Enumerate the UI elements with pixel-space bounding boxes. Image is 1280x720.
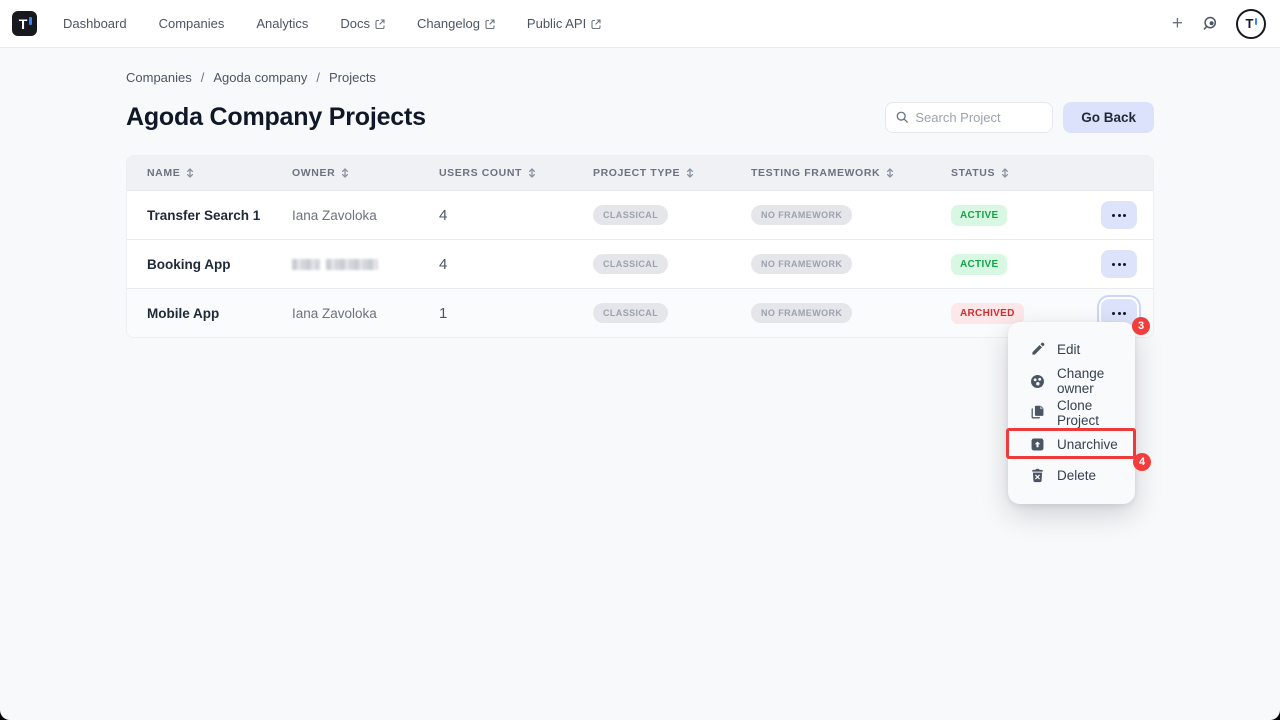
redacted-text: [292, 258, 439, 270]
menu-item-delete[interactable]: Delete: [1008, 460, 1135, 492]
search-box: [885, 101, 1054, 133]
nav-item-dashboard[interactable]: Dashboard: [63, 16, 127, 31]
sort-icon: [528, 168, 536, 178]
add-icon[interactable]: +: [1171, 13, 1183, 34]
menu-item-unarchive[interactable]: Unarchive: [1008, 429, 1135, 461]
nav-item-companies[interactable]: Companies: [158, 16, 225, 31]
app-logo[interactable]: T: [12, 11, 37, 36]
avatar-letter: T: [1245, 16, 1254, 31]
breadcrumb-companies[interactable]: Companies: [126, 70, 192, 85]
nav-item-analytics[interactable]: Analytics: [256, 16, 309, 31]
column-header-users-count[interactable]: Users Count: [439, 167, 593, 179]
sort-icon: [342, 168, 349, 178]
go-back-button[interactable]: Go Back: [1063, 101, 1154, 133]
top-navbar: T Dashboard Companies Analytics Docs Cha…: [0, 0, 1280, 48]
column-header-status[interactable]: Status: [951, 167, 1101, 179]
navbar-actions: + T: [1171, 8, 1266, 39]
avatar-accent: [1254, 17, 1257, 25]
testing-framework-badge: NO FRAMEWORK: [751, 254, 853, 274]
testing-framework-badge: NO FRAMEWORK: [751, 205, 853, 225]
status-badge: ARCHIVED: [951, 302, 1024, 324]
title-actions: Go Back: [885, 101, 1154, 133]
project-type-badge: CLASSICAL: [593, 303, 669, 323]
project-name: Booking App: [147, 256, 231, 272]
nav-item-changelog[interactable]: Changelog: [417, 16, 495, 31]
testing-framework-badge: NO FRAMEWORK: [751, 303, 853, 323]
status-badge: ACTIVE: [951, 204, 1008, 226]
row-actions-button[interactable]: [1101, 201, 1137, 229]
clone-icon: [1031, 405, 1044, 419]
table-row: Booking App 4 CLASSICAL NO FRAMEWORK ACT…: [127, 239, 1153, 288]
menu-item-change-owner[interactable]: Change owner: [1008, 366, 1135, 398]
menu-item-clone-project[interactable]: Clone Project: [1008, 397, 1135, 429]
sort-icon: [1001, 168, 1009, 178]
external-link-icon: [375, 18, 385, 29]
page-title: Agoda Company Projects: [126, 102, 426, 131]
annotation-step-badge-3: 3: [1132, 317, 1150, 335]
status-badge: ACTIVE: [951, 253, 1008, 275]
project-owner: Iana Zavoloka: [292, 305, 377, 321]
quick-search-icon[interactable]: [1201, 15, 1218, 32]
project-name: Transfer Search 1: [147, 207, 261, 223]
search-project-input[interactable]: [915, 109, 1043, 125]
user-avatar[interactable]: T: [1236, 8, 1266, 39]
column-header-testing-framework[interactable]: Testing Framework: [751, 167, 951, 179]
sort-icon: [687, 168, 694, 178]
users-count: 4: [439, 206, 448, 224]
breadcrumb-projects[interactable]: Projects: [328, 70, 376, 85]
users-count: 1: [439, 304, 448, 322]
table-header: Name Owner Users Count Project Type Test…: [127, 156, 1153, 190]
project-owner-redacted: [292, 258, 439, 270]
row-actions-button[interactable]: [1101, 250, 1137, 278]
table-row: Mobile App Iana Zavoloka 1 CLASSICAL NO …: [127, 288, 1153, 337]
project-type-badge: CLASSICAL: [593, 205, 669, 225]
pencil-icon: [1032, 342, 1045, 355]
unarchive-icon: [1031, 438, 1044, 451]
app-logo-letter: T: [18, 15, 28, 32]
page-content: Companies / Agoda company / Projects Ago…: [0, 48, 1280, 338]
trash-icon: [1032, 469, 1043, 483]
column-header-name[interactable]: Name: [147, 167, 292, 179]
column-header-project-type[interactable]: Project Type: [593, 167, 751, 179]
breadcrumb: Companies / Agoda company / Projects: [126, 70, 1154, 85]
change-owner-icon: [1031, 374, 1044, 388]
project-name: Mobile App: [147, 305, 220, 321]
breadcrumb-separator: /: [316, 70, 320, 85]
sort-icon: [187, 168, 194, 178]
nav-item-docs[interactable]: Docs: [340, 16, 385, 31]
breadcrumb-agoda-company[interactable]: Agoda company: [213, 70, 308, 85]
menu-item-edit[interactable]: Edit: [1008, 334, 1135, 366]
search-icon: [896, 111, 909, 123]
external-link-icon: [591, 18, 601, 29]
breadcrumb-separator: /: [200, 70, 205, 85]
external-link-icon: [485, 18, 495, 29]
table-row: Transfer Search 1 Iana Zavoloka 4 CLASSI…: [127, 190, 1153, 239]
column-header-owner[interactable]: Owner: [292, 167, 439, 179]
annotation-step-badge-4: 4: [1133, 453, 1151, 471]
row-actions-menu: Edit Change owner Clone Project Unarchiv…: [1008, 322, 1135, 504]
project-owner: Iana Zavoloka: [292, 207, 377, 223]
nav-item-public-api[interactable]: Public API: [527, 16, 601, 31]
projects-table: Name Owner Users Count Project Type Test…: [126, 155, 1154, 338]
sort-icon: [887, 168, 894, 178]
project-type-badge: CLASSICAL: [593, 254, 669, 274]
app-logo-accent: [29, 17, 32, 25]
users-count: 4: [439, 255, 448, 273]
